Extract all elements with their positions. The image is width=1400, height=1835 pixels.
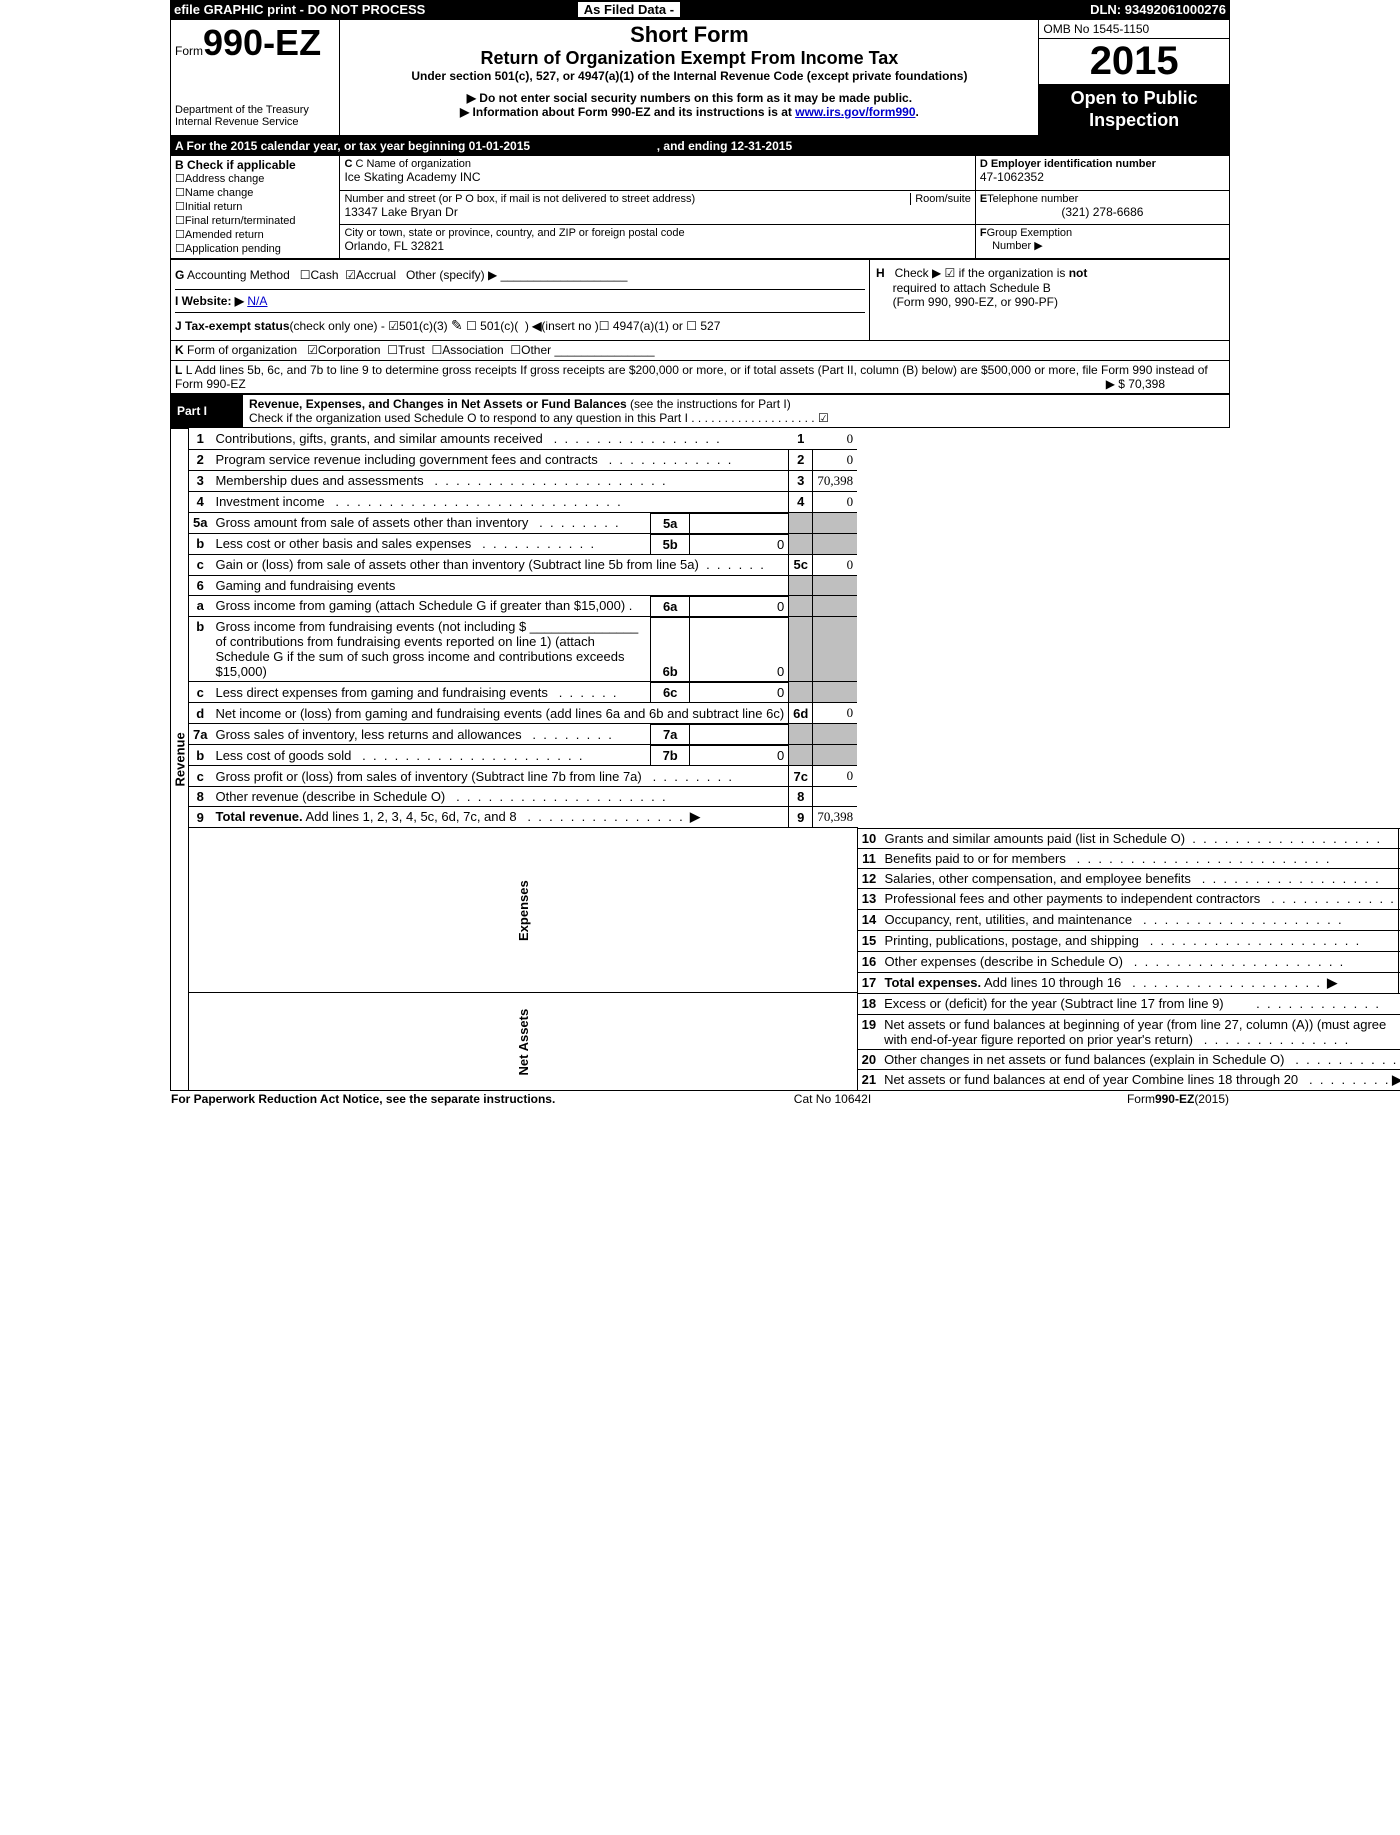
form-title-2: Return of Organization Exempt From Incom…	[344, 48, 1034, 69]
street-value: 13347 Lake Bryan Dr	[344, 205, 970, 219]
sec-b-label: B Check if applicable	[175, 158, 335, 172]
part-i-heading: Revenue, Expenses, and Changes in Net As…	[243, 395, 1230, 428]
sec-g: G Accounting Method ☐Cash ☑Accrual Other…	[175, 262, 865, 289]
header-bar: efile GRAPHIC print - DO NOT PROCESS As …	[170, 0, 1230, 19]
sec-e-label: Telephone number	[987, 193, 1078, 205]
ein-value: 47-1062352	[980, 170, 1225, 184]
cb-final-return[interactable]: ☐Final return/terminated	[175, 214, 335, 228]
phone-value: (321) 278-6686	[980, 205, 1225, 219]
website-link[interactable]: N/A	[247, 294, 267, 308]
form-footer: Form990-EZ(2015)	[965, 1091, 1230, 1107]
cb-application-pending[interactable]: ☐Application pending	[175, 242, 335, 256]
irs-link[interactable]: www.irs.gov/form990	[795, 105, 915, 119]
dept-treasury: Department of the Treasury	[175, 104, 335, 116]
form-subtitle: Under section 501(c), 527, or 4947(a)(1)…	[344, 69, 1034, 83]
cb-initial-return[interactable]: ☐Initial return	[175, 200, 335, 214]
omb-no: OMB No 1545-1150	[1039, 20, 1229, 39]
paperwork-notice: For Paperwork Reduction Act Notice, see …	[171, 1092, 555, 1106]
sec-c-city-label: City or town, state or province, country…	[344, 227, 970, 239]
cb-amended-return[interactable]: ☐Amended return	[175, 228, 335, 242]
form-title-1: Short Form	[344, 22, 1034, 48]
info-note: ▶ Information about Form 990-EZ and its …	[344, 105, 1034, 119]
expenses-section-label: Expenses	[189, 828, 858, 993]
ssn-note: ▶ Do not enter social security numbers o…	[344, 91, 1034, 105]
sec-c-street-label: Number and street (or P O box, if mail i…	[344, 193, 970, 205]
cat-no: Cat No 10642I	[700, 1091, 965, 1107]
sec-i: I Website: ▶ N/A	[175, 289, 865, 312]
part-i-label: Part I	[171, 395, 244, 428]
sec-l: L L Add lines 5b, 6c, and 7b to line 9 t…	[171, 361, 1230, 394]
dln: DLN: 93492061000276	[806, 0, 1230, 19]
tax-year: 2015	[1039, 39, 1229, 84]
city-value: Orlando, FL 32821	[344, 239, 970, 253]
cb-name-change[interactable]: ☐Name change	[175, 186, 335, 200]
sec-k: K Form of organization ☑Corporation ☐Tru…	[171, 341, 1230, 361]
sec-h: H Check ▶ ☑ if the organization is not r…	[874, 262, 1225, 313]
org-name: Ice Skating Academy INC	[344, 170, 970, 184]
sec-d-label: D Employer identification number	[980, 158, 1156, 170]
open-public: Open to PublicInspection	[1039, 84, 1229, 135]
form-number: Form990-EZ	[175, 22, 335, 64]
netassets-section-label: Net Assets	[189, 993, 858, 1091]
sec-j: J Tax-exempt status(check only one) - ☑5…	[175, 312, 865, 338]
irs-label: Internal Revenue Service	[175, 116, 335, 128]
sec-f: FGroup Exemption Number ▶	[980, 227, 1225, 252]
efile-label: efile GRAPHIC print - DO NOT PROCESS	[170, 0, 573, 19]
cb-address-change[interactable]: ☐Address change	[175, 172, 335, 186]
sec-a: A For the 2015 calendar year, or tax yea…	[171, 137, 1230, 156]
revenue-section-label: Revenue	[171, 429, 189, 1091]
sec-c-name-label: C Name of organization	[355, 158, 471, 170]
as-filed-label: As Filed Data -	[577, 1, 681, 18]
